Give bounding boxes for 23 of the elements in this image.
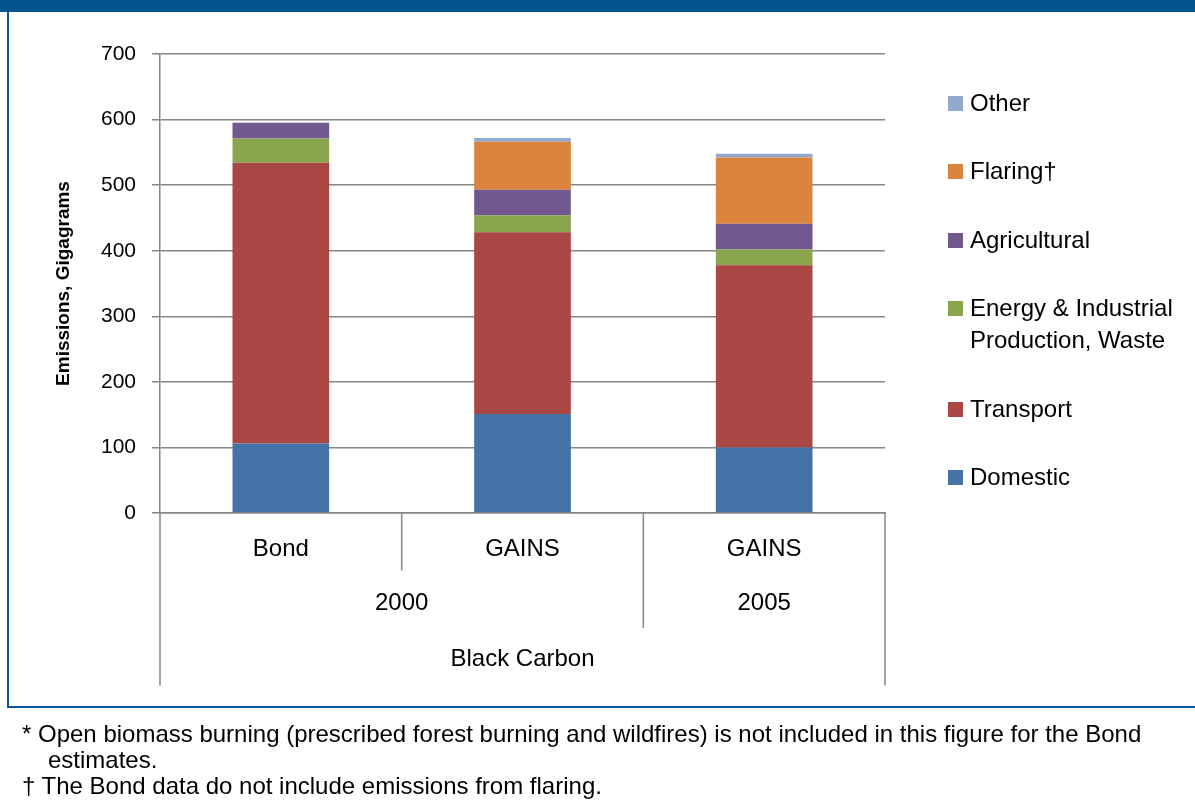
y-tick-label: 700 — [100, 40, 136, 64]
legend-label: Transport — [970, 393, 1072, 424]
y-tick-label: 400 — [100, 237, 136, 261]
legend-label: Energy & Industrial Production, Waste — [970, 293, 1174, 356]
legend-label: Agricultural — [970, 224, 1091, 255]
x-tick-label: Bond — [252, 534, 309, 562]
y-tick-label: 300 — [100, 303, 136, 327]
legend-label: Domestic — [970, 461, 1071, 492]
legend-label: Flaring† — [970, 156, 1057, 187]
x-tick-label: GAINS — [485, 534, 560, 562]
text: † The Bond data do not include emissions from flaring. — [22, 772, 603, 799]
y-axis-title: Emissions, Gigagrams — [51, 181, 73, 386]
x-axis-title: Black Carbon — [450, 644, 595, 672]
legend-label: Other — [970, 88, 1031, 118]
text: * Open biomass burning (prescribed forest burning and wildfires) is not included in this figure for the Bond estimates. — [22, 720, 1143, 773]
x-tick-label: GAINS — [726, 534, 802, 562]
text: 2005 — [737, 587, 791, 615]
y-tick-label: 200 — [100, 368, 136, 392]
y-tick-label: 500 — [100, 171, 136, 195]
y-tick-label: 100 — [100, 434, 136, 458]
text: 2000 — [374, 587, 429, 615]
y-tick-label: 600 — [100, 106, 136, 130]
y-tick-label: 0 — [124, 499, 136, 523]
